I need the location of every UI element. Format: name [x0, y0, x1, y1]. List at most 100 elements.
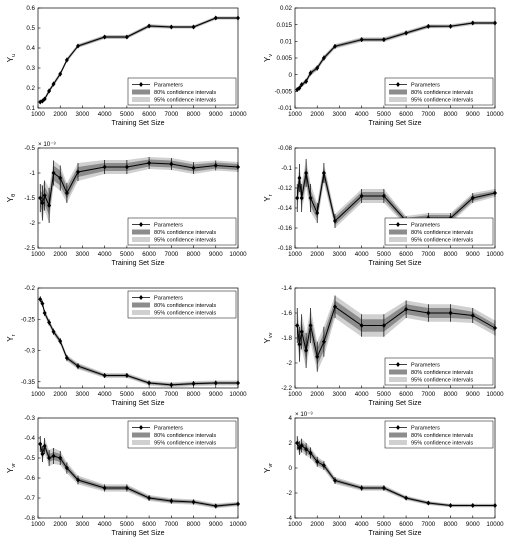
axes-box	[37, 417, 239, 519]
x-tick-label: 10000	[486, 251, 504, 258]
parameter-marker	[40, 200, 45, 206]
parameter-marker	[169, 382, 174, 388]
x-tick-label: 6000	[399, 111, 413, 118]
parameter-marker	[42, 193, 47, 198]
parameter-marker	[448, 310, 453, 316]
parameter-marker	[191, 24, 196, 30]
chart-panel-3: 1000 2000 3000 4000 5000 6000 7000 8000 9000 1000…	[6, 141, 247, 267]
parameter-marker	[51, 81, 56, 87]
parameter-marker	[333, 478, 337, 483]
parameter-marker	[308, 70, 313, 76]
y-tick-label: -0.005	[274, 89, 292, 96]
parameter-marker	[359, 485, 364, 491]
legend-entry-label: 95% confidence intervals	[411, 238, 473, 244]
x-tick-label: 1000	[31, 251, 45, 258]
x-tick-label: 5000	[120, 521, 134, 528]
parameter-marker	[359, 37, 364, 43]
parameter-marker	[102, 34, 107, 40]
x-tick-label: 5000	[120, 251, 134, 258]
x-tick-label: 1000	[288, 391, 302, 398]
y-tick-label: -2.5	[24, 245, 35, 252]
parameter-marker	[38, 296, 43, 302]
y-axis-label-base: Y	[263, 467, 272, 473]
y-axis-label: Yr	[6, 334, 17, 341]
parameter-marker	[315, 459, 320, 465]
chart-panel-2: 1000 2000 3000 4000 5000 6000 7000 8000 9000 1000…	[263, 5, 504, 127]
x-tick-label: 4000	[98, 251, 112, 258]
parameter-marker	[448, 23, 453, 29]
y-axis-label: Yr	[263, 194, 274, 201]
legend-ci95-swatch	[389, 377, 407, 382]
parameter-marker	[191, 381, 196, 387]
y-tick-label: 0	[289, 465, 293, 472]
x-tick-label: 8000	[444, 391, 458, 398]
legend-marker-swatch	[139, 425, 143, 430]
parameter-marker	[58, 71, 63, 77]
parameter-marker	[359, 323, 364, 328]
legend-ci80-swatch	[389, 229, 407, 235]
x-tick-label: 8000	[444, 251, 458, 258]
parameter-marker	[297, 341, 302, 347]
x-tick-label: 9000	[209, 391, 223, 398]
legend-entry-label: 80% confidence intervals	[154, 433, 216, 439]
parameter-marker	[297, 175, 302, 181]
parameter-marker	[47, 88, 52, 94]
legend-ci80-swatch	[132, 302, 150, 308]
y-tick-label: -0.4	[24, 435, 35, 442]
y-tick-label: -0.3	[24, 415, 35, 422]
x-tick-label: 3000	[333, 251, 347, 258]
y-tick-label: -0.2	[24, 285, 35, 292]
x-tick-label: 6000	[142, 111, 156, 118]
x-tick-label: 7000	[164, 391, 178, 398]
legend-ci80-swatch	[389, 89, 407, 95]
x-tick-label: 2000	[53, 521, 67, 528]
x-tick-label: 2000	[310, 391, 324, 398]
legend-entry-label: 80% confidence intervals	[154, 303, 216, 309]
parameter-marker	[102, 485, 107, 491]
parameter-marker	[213, 503, 218, 509]
y-tick-label: -1.6	[281, 310, 292, 317]
legend-entry-label: Parameters	[411, 83, 440, 89]
parameter-marker	[76, 43, 80, 49]
chart-panel-1: 1000 2000 3000 4000 5000 6000 7000 8000 9000 1000…	[6, 5, 247, 127]
legend-marker-swatch	[396, 82, 400, 87]
legend-entry-label: 95% confidence intervals	[154, 238, 216, 244]
parameter-marker	[304, 446, 309, 452]
ci80-band	[40, 159, 239, 216]
x-tick-label: 7000	[164, 521, 178, 528]
parameter-marker	[147, 495, 152, 501]
y-axis-label-subscript: vv	[268, 332, 274, 338]
x-tick-label: 2000	[53, 111, 67, 118]
parameter-marker	[58, 338, 63, 344]
x-axis-label: Training Set Size	[111, 120, 164, 127]
parameter-marker	[169, 498, 174, 504]
x-tick-label: 10000	[229, 521, 247, 528]
x-tick-label: 9000	[466, 521, 480, 528]
parameter-marker	[426, 310, 431, 316]
x-tick-label: 10000	[486, 521, 504, 528]
chart-panel-7: 1000 2000 3000 4000 5000 6000 7000 8000 9000 1000…	[6, 415, 247, 537]
x-axis-label: Training Set Size	[368, 260, 421, 267]
x-tick-label: 7000	[421, 521, 435, 528]
x-tick-label: 6000	[399, 251, 413, 258]
legend-entry-label: 80% confidence intervals	[154, 230, 216, 236]
legend-ci80-swatch	[389, 369, 407, 375]
x-tick-label: 3000	[76, 111, 90, 118]
y-tick-label: -1	[29, 170, 35, 177]
parameter-marker	[124, 373, 129, 378]
y-tick-label: 0.3	[26, 65, 35, 72]
x-tick-label: 6000	[142, 251, 156, 258]
legend-marker-swatch	[139, 295, 143, 300]
legend-entry-label: Parameters	[411, 363, 440, 369]
y-tick-label: -0.12	[278, 185, 293, 192]
axis-exponent: × 10⁻³	[38, 141, 56, 148]
x-tick-label: 5000	[120, 111, 134, 118]
x-tick-label: 7000	[421, 251, 435, 258]
parameter-marker	[333, 304, 337, 310]
parameter-marker	[191, 165, 196, 171]
x-tick-label: 1000	[288, 251, 302, 258]
parameter-marker	[147, 160, 152, 166]
